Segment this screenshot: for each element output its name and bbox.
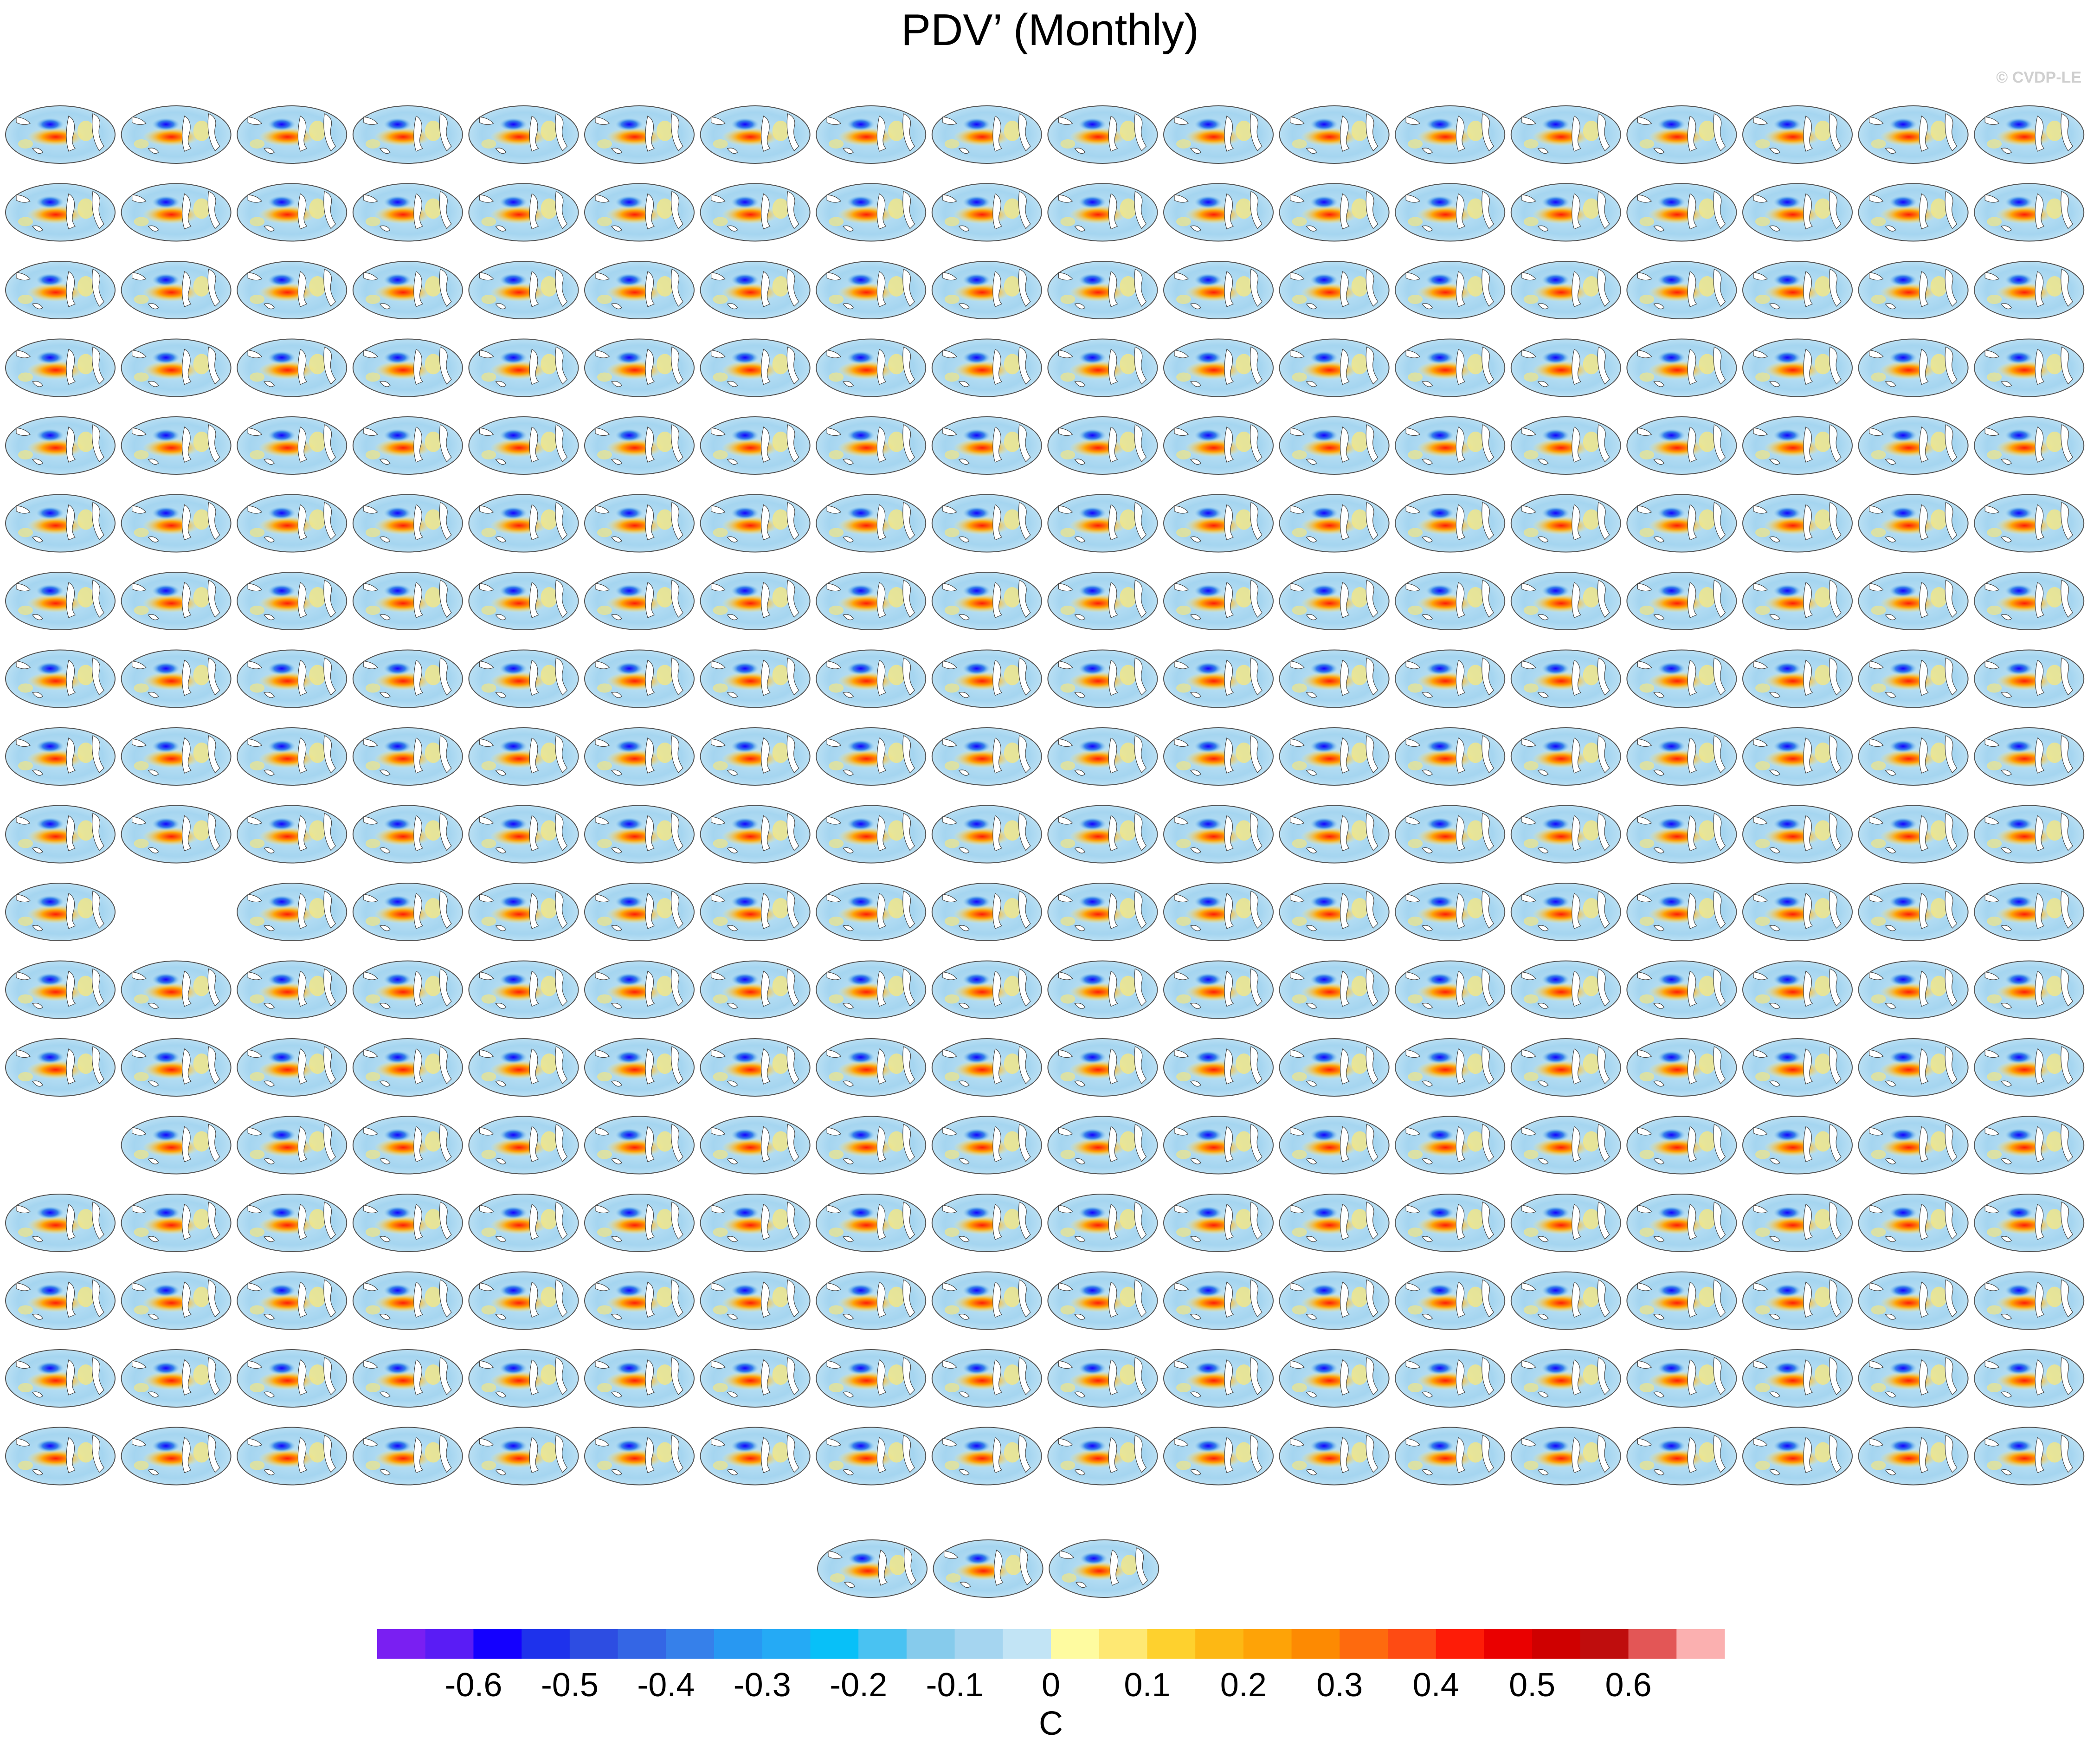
colorbar-swatch <box>858 1629 907 1659</box>
colorbar-swatch <box>522 1629 570 1659</box>
colorbar-swatch <box>1388 1629 1436 1659</box>
colorbar-swatch <box>810 1629 858 1659</box>
colorbar-tick-label: 0.3 <box>1316 1667 1363 1704</box>
colorbar-swatch <box>1292 1629 1340 1659</box>
colorbar-tick-label: -0.4 <box>637 1667 695 1704</box>
colorbar-tick-label: -0.2 <box>830 1667 887 1704</box>
colorbar-swatch <box>377 1629 425 1659</box>
colorbar-swatch <box>618 1629 666 1659</box>
colorbar-tick-label: -0.6 <box>444 1667 502 1704</box>
colorbar-swatch <box>425 1629 474 1659</box>
colorbar-tick-label: 0.5 <box>1509 1667 1555 1704</box>
colorbar-tick-label: -0.1 <box>926 1667 984 1704</box>
colorbar-swatch <box>1629 1629 1677 1659</box>
colorbar-swatch <box>666 1629 714 1659</box>
colorbar-swatch <box>1243 1629 1292 1659</box>
colorbar-swatch <box>1099 1629 1147 1659</box>
colorbar-swatch <box>762 1629 811 1659</box>
colorbar-swatch <box>714 1629 762 1659</box>
colorbar-tick-label: 0 <box>1042 1667 1060 1704</box>
colorbar-tick-label: 0.4 <box>1413 1667 1459 1704</box>
colorbar-swatch <box>1676 1629 1725 1659</box>
colorbar-tick-label: 0.2 <box>1220 1667 1267 1704</box>
colorbar-label: C <box>1039 1705 1063 1742</box>
colorbar-swatch <box>1532 1629 1580 1659</box>
colorbar-tick-label: -0.3 <box>734 1667 791 1704</box>
colorbar-swatch <box>1051 1629 1099 1659</box>
colorbar-swatch <box>570 1629 618 1659</box>
colorbar-swatch <box>907 1629 955 1659</box>
colorbar-swatch <box>1484 1629 1532 1659</box>
colorbar-swatch <box>1580 1629 1629 1659</box>
colorbar-swatch <box>473 1629 522 1659</box>
colorbar-swatch <box>1195 1629 1243 1659</box>
colorbar-swatch <box>1003 1629 1051 1659</box>
colorbar-swatch <box>1436 1629 1484 1659</box>
colorbar-swatch <box>1340 1629 1388 1659</box>
colorbar-swatch <box>955 1629 1003 1659</box>
colorbar-swatch <box>1147 1629 1195 1659</box>
colorbar-tick-label: 0.1 <box>1124 1667 1170 1704</box>
colorbar-tick-label: 0.6 <box>1605 1667 1652 1704</box>
colorbar-tick-label: -0.5 <box>541 1667 599 1704</box>
